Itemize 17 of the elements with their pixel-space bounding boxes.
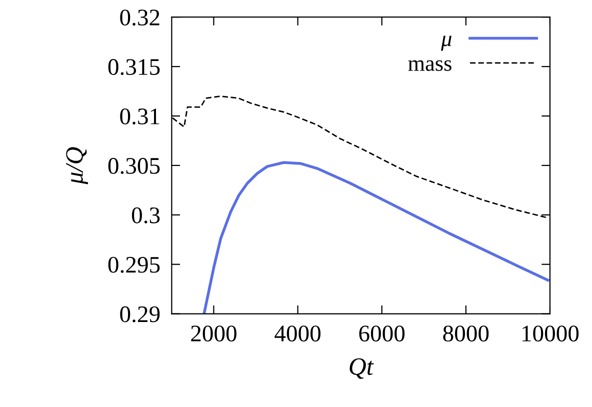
x-axis-title: Qt bbox=[350, 358, 374, 379]
line-series bbox=[202, 161, 550, 314]
y-tick-label: 0.31 bbox=[120, 108, 160, 125]
y-tick-label: 0.315 bbox=[108, 59, 160, 76]
x-tick-label: 8000 bbox=[443, 326, 489, 342]
x-tick-label: 4000 bbox=[274, 326, 320, 342]
y-axis-title: μ/Q bbox=[66, 147, 88, 184]
y-tick-label: 0.32 bbox=[120, 10, 160, 26]
x-tick-label: 6000 bbox=[359, 326, 405, 342]
x-tick-label: 2000 bbox=[191, 326, 236, 342]
y-tick-label: 0.3 bbox=[132, 207, 160, 224]
legend-label: mass bbox=[408, 60, 452, 71]
y-tick-label: 0.305 bbox=[108, 158, 160, 174]
x-tick-label: 10000 bbox=[522, 326, 579, 342]
y-tick-label: 0.295 bbox=[108, 256, 160, 273]
y-tick-label: 0.29 bbox=[120, 306, 160, 322]
legend-label: μ bbox=[441, 36, 452, 51]
